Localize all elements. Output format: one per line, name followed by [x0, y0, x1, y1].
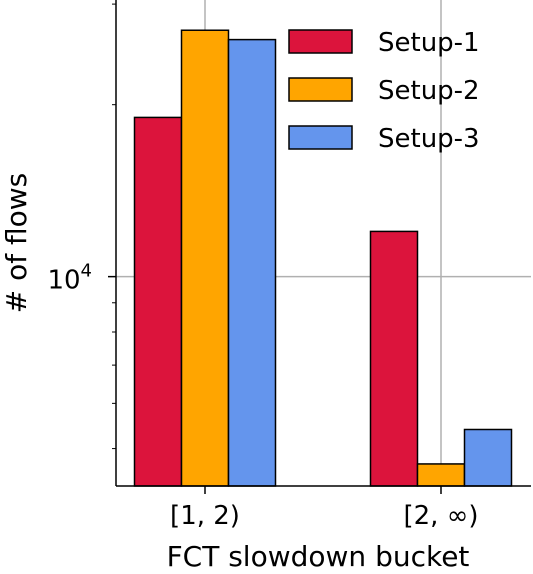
- x-axis-label: FCT slowdown bucket: [167, 540, 470, 573]
- bar-setup-3-2: [463, 428, 513, 487]
- legend-label-setup-2: Setup-2: [378, 76, 480, 106]
- bar-setup-2-1: [180, 29, 230, 487]
- bar-setup-3-1: [227, 38, 277, 487]
- legend-swatch-setup-3: [288, 125, 353, 150]
- bar-setup-1-2: [369, 230, 419, 487]
- legend-swatch-setup-2: [288, 77, 353, 102]
- bars: [133, 29, 513, 487]
- bar-setup-1-1: [133, 116, 183, 487]
- y-tick-label-10-4: 104: [47, 261, 92, 296]
- bar-setup-2-2: [416, 463, 466, 487]
- axis-ticks: [1, 2) [2, ∞): [108, 3, 479, 531]
- axes: [115, 0, 531, 487]
- legend-label-setup-3: Setup-3: [378, 124, 480, 154]
- legend-label-setup-1: Setup-1: [378, 28, 480, 58]
- y-axis-label: # of flows: [0, 173, 33, 314]
- x-tick-label: [1, 2): [170, 501, 240, 531]
- legend-swatch-setup-1: [288, 29, 353, 54]
- legend: Setup-1 Setup-2 Setup-3: [288, 28, 480, 154]
- x-tick-label: [2, ∞): [403, 501, 478, 531]
